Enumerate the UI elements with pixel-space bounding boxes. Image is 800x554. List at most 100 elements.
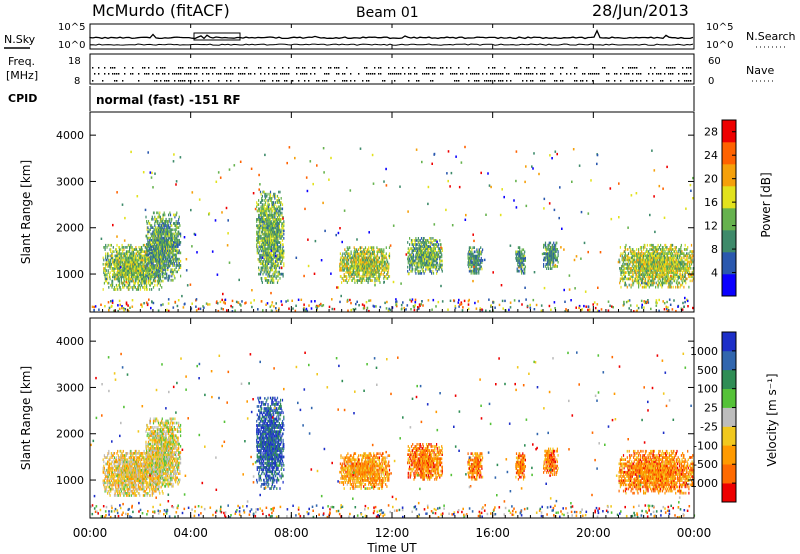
power-echo-cell — [633, 267, 635, 270]
power-echo-cell — [418, 269, 420, 273]
power-echo-cell — [123, 273, 125, 277]
power-echo-cell — [356, 268, 358, 272]
power-echo-cell — [387, 260, 389, 264]
power-echo-cell — [161, 245, 163, 248]
power-echo-cell — [164, 253, 166, 257]
power-echo-cell — [410, 253, 412, 257]
freq-nave-dot — [378, 67, 380, 69]
power-echo-cell — [135, 277, 138, 281]
power-echo-cell — [169, 274, 171, 278]
power-echo-cell — [269, 190, 272, 194]
power-echo-cell — [143, 286, 145, 289]
power-echo-cell — [555, 254, 557, 258]
power-echo-cell — [151, 226, 153, 229]
power-echo-cell — [120, 256, 122, 260]
power-echo-cell — [128, 258, 130, 262]
power-echo-cell — [474, 259, 476, 262]
power-echo-cell — [425, 253, 427, 257]
freq-nave-dot — [238, 67, 240, 69]
power-echo-cell — [425, 255, 427, 259]
power-echo-cell — [156, 234, 158, 238]
freq-nave-dot — [432, 80, 434, 82]
power-echo-cell — [146, 269, 148, 272]
cpid-label: CPID — [8, 92, 37, 105]
power-echo-cell — [628, 258, 630, 262]
power-echo-cell — [549, 263, 552, 266]
power-echo-cell — [153, 241, 155, 244]
power-echo-cell — [122, 250, 124, 253]
power-echo-cell — [275, 262, 277, 265]
power-echo-cell — [419, 243, 421, 246]
power-echo-cell — [423, 272, 425, 275]
power-echo-cell — [151, 262, 153, 265]
power-echo-cell — [275, 209, 277, 213]
power-echo-cell — [278, 222, 280, 225]
power-echo-cell — [259, 234, 261, 238]
power-echo-cell — [117, 271, 119, 274]
power-echo-cell — [479, 263, 481, 267]
power-echo-cell — [517, 252, 519, 256]
power-echo-cell — [422, 255, 424, 259]
power-echo-cell — [156, 222, 158, 225]
power-echo-cell — [354, 279, 356, 282]
power-echo-cell — [351, 273, 353, 276]
power-echo-cell — [634, 277, 636, 281]
freq-nave-dot — [688, 67, 690, 69]
power-echo-cell — [111, 286, 113, 289]
power-echo-cell — [129, 267, 131, 270]
freq-nave-dot — [434, 67, 436, 69]
power-echo-cell — [437, 245, 439, 248]
power-echo-cell — [426, 257, 428, 261]
power-echo-cell — [360, 254, 362, 258]
power-echo-cell — [627, 254, 629, 258]
power-echo-cell — [524, 265, 526, 269]
power-echo-cell — [147, 249, 149, 253]
power-echo-cell — [151, 281, 153, 285]
power-echo-cell — [178, 266, 180, 269]
power-echo-cell — [624, 252, 626, 255]
power-echo-cell — [634, 252, 636, 255]
power-echo-cell — [117, 277, 119, 281]
power-echo-cell — [280, 218, 282, 221]
power-echo-cell — [356, 260, 358, 264]
power-echo-cell — [387, 268, 389, 272]
power-echo-cell — [268, 262, 270, 265]
power-echo-cell — [130, 277, 133, 281]
power-echo-cell — [264, 232, 266, 236]
freq-nave-dot — [458, 80, 460, 82]
power-echo-cell — [278, 201, 280, 204]
power-echo-cell — [155, 269, 157, 272]
power-echo-cell — [171, 274, 173, 278]
power-echo-cell — [146, 283, 148, 287]
freq-nave-dot — [660, 73, 662, 75]
power-echo-cell — [632, 252, 634, 255]
power-echo-cell — [275, 251, 277, 255]
power-echo-cell — [158, 270, 160, 274]
power-echo-cell — [279, 260, 281, 263]
power-echo-cell — [165, 217, 167, 221]
power-echo-cell — [269, 207, 272, 211]
power-echo-cell — [472, 254, 474, 258]
power-echo-cell — [411, 255, 413, 259]
power-echo-cell — [276, 249, 278, 253]
freq-nave-dot — [488, 67, 490, 69]
freq-nave-dot — [188, 67, 190, 69]
power-echo-cell — [137, 254, 139, 258]
power-echo-cell — [439, 239, 441, 242]
power-echo-cell — [345, 256, 347, 260]
power-echo-cell — [414, 239, 416, 242]
power-echo-cell — [519, 259, 521, 262]
power-echo-cell — [429, 257, 431, 261]
power-echo-cell — [266, 209, 268, 213]
power-echo-cell — [437, 263, 439, 267]
power-echo-cell — [259, 241, 261, 244]
power-echo-cell — [546, 250, 548, 253]
power-echo-cell — [342, 266, 344, 270]
freq-nave-dot — [602, 67, 604, 69]
power-echo-cell — [152, 253, 155, 257]
power-echo-cell — [428, 251, 430, 255]
power-echo-cell — [265, 251, 267, 255]
power-echo-cell — [274, 262, 276, 265]
power-echo-cell — [133, 286, 135, 289]
power-echo-cell — [173, 257, 175, 261]
